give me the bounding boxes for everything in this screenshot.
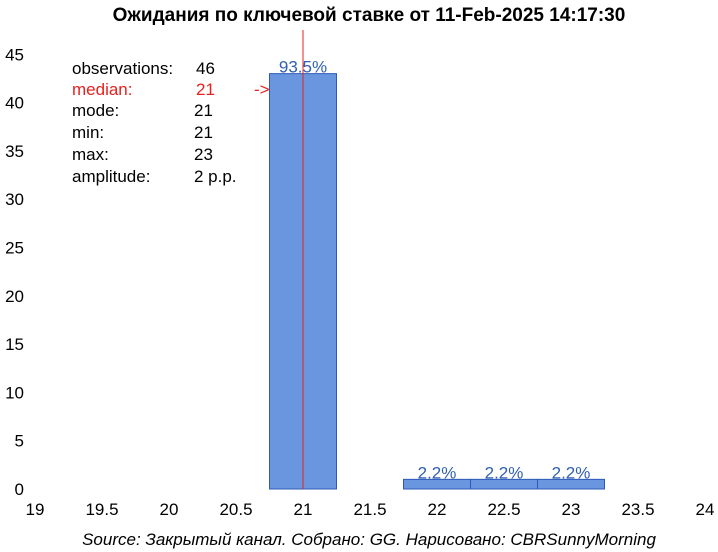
y-tick-label: 35 bbox=[5, 142, 24, 161]
y-axis-ticks: 0 5 10 15 20 25 30 35 40 45 bbox=[5, 45, 24, 499]
x-tick-label: 20.5 bbox=[219, 500, 252, 519]
y-tick-label: 45 bbox=[5, 45, 24, 64]
stat-min-value: 21 bbox=[194, 123, 213, 142]
stat-median-value: 21 bbox=[196, 80, 215, 99]
y-tick-label: 10 bbox=[5, 383, 24, 402]
source-caption: Source: Закрытый канал. Собрано: GG. Нар… bbox=[82, 530, 656, 549]
x-tick-label: 20 bbox=[160, 500, 179, 519]
bar-percent-label: 2.2% bbox=[485, 463, 524, 482]
y-tick-label: 0 bbox=[15, 480, 24, 499]
bar-percent-label: 2.2% bbox=[552, 463, 591, 482]
y-tick-label: 25 bbox=[5, 239, 24, 258]
bar-percent-label: 93.5% bbox=[279, 58, 327, 77]
bar-percent-label: 2.2% bbox=[418, 463, 457, 482]
x-tick-label: 19 bbox=[26, 500, 45, 519]
x-tick-label: 21.5 bbox=[353, 500, 386, 519]
bar-labels: 93.5% 2.2% 2.2% 2.2% bbox=[279, 58, 590, 483]
bar bbox=[537, 478, 605, 490]
stat-observations-label: observations: bbox=[72, 59, 173, 78]
x-tick-label: 24 bbox=[696, 500, 715, 519]
y-tick-label: 5 bbox=[15, 432, 24, 451]
stat-mode-value: 21 bbox=[194, 101, 213, 120]
stat-amplitude-value: 2 p.p. bbox=[194, 167, 237, 186]
stat-amplitude-label: amplitude: bbox=[72, 167, 150, 186]
stat-mode-label: mode: bbox=[72, 101, 119, 120]
stats-panel: observations: 46 median: 21 -> mode: 21 … bbox=[72, 59, 270, 186]
x-tick-label: 22.5 bbox=[487, 500, 520, 519]
stat-median-label: median: bbox=[72, 80, 132, 99]
stat-max-value: 23 bbox=[194, 145, 213, 164]
x-tick-label: 19.5 bbox=[85, 500, 118, 519]
median-arrow: -> bbox=[254, 80, 270, 99]
y-tick-label: 20 bbox=[5, 287, 24, 306]
stat-max-label: max: bbox=[72, 145, 109, 164]
x-axis-ticks: 19 19.5 20 20.5 21 21.5 22 22.5 23 23.5 24 bbox=[26, 500, 715, 519]
y-tick-label: 40 bbox=[5, 94, 24, 113]
x-tick-label: 23 bbox=[562, 500, 581, 519]
y-tick-label: 30 bbox=[5, 190, 24, 209]
x-tick-label: 21 bbox=[294, 500, 313, 519]
y-tick-label: 15 bbox=[5, 335, 24, 354]
x-tick-label: 23.5 bbox=[621, 500, 654, 519]
stat-min-label: min: bbox=[72, 123, 104, 142]
chart-title: Ожидания по ключевой ставке от 11-Feb-20… bbox=[113, 5, 626, 26]
stat-observations-value: 46 bbox=[196, 59, 215, 78]
bars bbox=[269, 73, 605, 490]
x-tick-label: 22 bbox=[428, 500, 447, 519]
